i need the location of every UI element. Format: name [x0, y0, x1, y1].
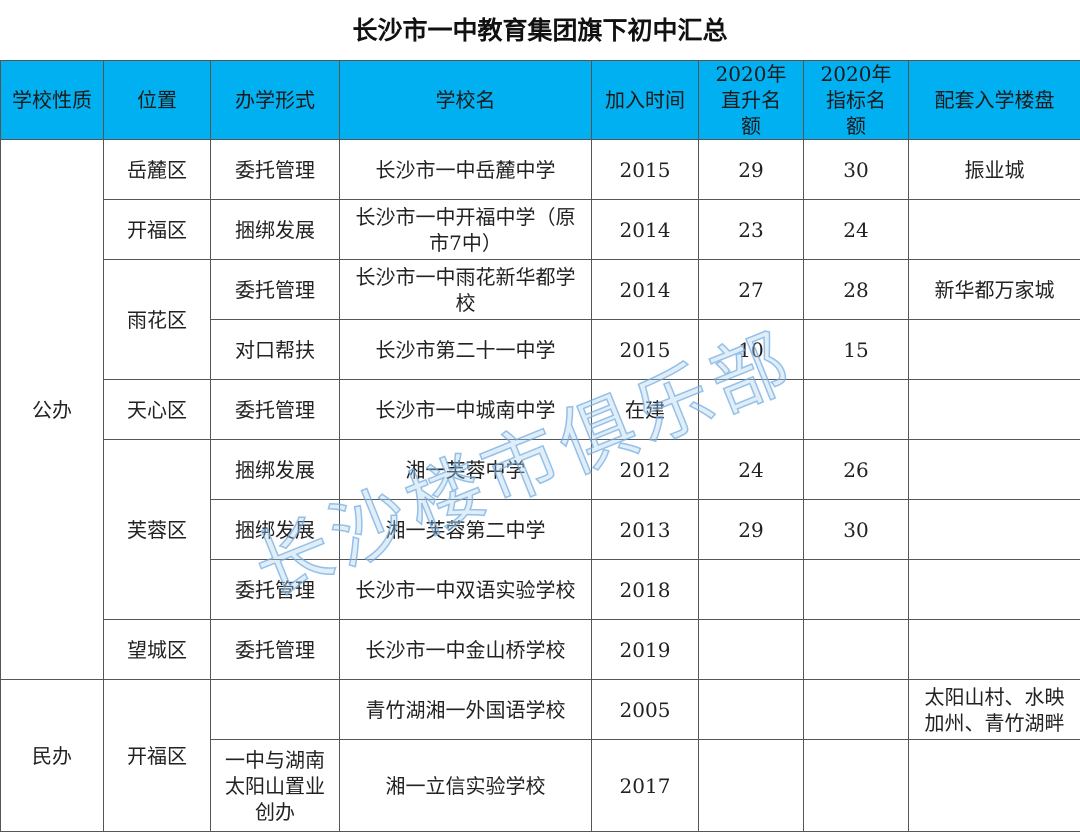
quota-cell	[804, 620, 909, 680]
year-cell: 2013	[592, 500, 699, 560]
header-cell: 位置	[104, 61, 211, 140]
district-cell: 望城区	[104, 620, 211, 680]
estate-cell	[909, 740, 1080, 832]
estate-cell	[909, 560, 1080, 620]
year-cell: 2018	[592, 560, 699, 620]
year-cell: 2014	[592, 260, 699, 320]
form-cell: 一中与湖南太阳山置业创办	[211, 740, 340, 832]
schools-table: 学校性质 位置 办学形式 学校名 加入时间 2020年直升名额 2020年指标名…	[0, 60, 1080, 832]
form-cell: 委托管理	[211, 620, 340, 680]
estate-cell	[909, 380, 1080, 440]
direct-cell: 29	[699, 500, 804, 560]
form-cell: 捆绑发展	[211, 200, 340, 260]
form-cell: 捆绑发展	[211, 440, 340, 500]
district-cell: 雨花区	[104, 260, 211, 380]
school-cell: 长沙市一中岳麓中学	[340, 140, 592, 200]
school-cell: 湘一芙蓉第二中学	[340, 500, 592, 560]
district-cell: 开福区	[104, 680, 211, 832]
header-cell: 学校性质	[1, 61, 104, 140]
quota-cell: 30	[804, 500, 909, 560]
district-cell: 天心区	[104, 380, 211, 440]
school-type-cell: 公办	[1, 140, 104, 680]
direct-cell: 29	[699, 140, 804, 200]
page-title: 长沙市一中教育集团旗下初中汇总	[0, 0, 1080, 60]
form-cell: 委托管理	[211, 140, 340, 200]
year-cell: 2017	[592, 740, 699, 832]
direct-cell: 10	[699, 320, 804, 380]
form-cell: 捆绑发展	[211, 500, 340, 560]
quota-cell	[804, 680, 909, 740]
school-cell: 长沙市一中金山桥学校	[340, 620, 592, 680]
school-cell: 湘一芙蓉中学	[340, 440, 592, 500]
school-cell: 长沙市一中城南中学	[340, 380, 592, 440]
quota-cell: 28	[804, 260, 909, 320]
form-cell: 委托管理	[211, 380, 340, 440]
school-cell: 长沙市一中双语实验学校	[340, 560, 592, 620]
district-cell: 芙蓉区	[104, 440, 211, 620]
header-cell: 2020年指标名额	[804, 61, 909, 140]
school-cell: 长沙市一中开福中学（原市7中）	[340, 200, 592, 260]
year-cell: 2005	[592, 680, 699, 740]
estate-cell: 振业城	[909, 140, 1080, 200]
header-cell: 配套入学楼盘	[909, 61, 1080, 140]
header-row: 学校性质 位置 办学形式 学校名 加入时间 2020年直升名额 2020年指标名…	[1, 61, 1080, 140]
form-cell: 委托管理	[211, 260, 340, 320]
estate-cell	[909, 620, 1080, 680]
school-cell: 青竹湖湘一外国语学校	[340, 680, 592, 740]
school-cell: 湘一立信实验学校	[340, 740, 592, 832]
form-cell: 对口帮扶	[211, 320, 340, 380]
direct-cell	[699, 560, 804, 620]
quota-cell: 15	[804, 320, 909, 380]
year-cell: 2015	[592, 320, 699, 380]
district-cell: 岳麓区	[104, 140, 211, 200]
year-cell: 2014	[592, 200, 699, 260]
estate-cell	[909, 320, 1080, 380]
direct-cell	[699, 620, 804, 680]
direct-cell: 24	[699, 440, 804, 500]
estate-cell	[909, 200, 1080, 260]
form-cell: 委托管理	[211, 560, 340, 620]
header-cell: 2020年直升名额	[699, 61, 804, 140]
school-cell: 长沙市第二十一中学	[340, 320, 592, 380]
header-cell: 办学形式	[211, 61, 340, 140]
header-cell: 加入时间	[592, 61, 699, 140]
quota-cell: 26	[804, 440, 909, 500]
year-cell: 在建	[592, 380, 699, 440]
direct-cell: 27	[699, 260, 804, 320]
quota-cell	[804, 740, 909, 832]
direct-cell	[699, 380, 804, 440]
direct-cell	[699, 680, 804, 740]
direct-cell	[699, 740, 804, 832]
year-cell: 2012	[592, 440, 699, 500]
estate-cell	[909, 500, 1080, 560]
year-cell: 2015	[592, 140, 699, 200]
table-row: 天心区委托管理长沙市一中城南中学在建	[1, 380, 1080, 440]
quota-cell	[804, 560, 909, 620]
quota-cell: 24	[804, 200, 909, 260]
quota-cell	[804, 380, 909, 440]
estate-cell: 新华都万家城	[909, 260, 1080, 320]
estate-cell: 太阳山村、水映加州、青竹湖畔	[909, 680, 1080, 740]
school-type-cell: 民办	[1, 680, 104, 832]
header-cell: 学校名	[340, 61, 592, 140]
year-cell: 2019	[592, 620, 699, 680]
school-cell: 长沙市一中雨花新华都学校	[340, 260, 592, 320]
direct-cell: 23	[699, 200, 804, 260]
quota-cell: 30	[804, 140, 909, 200]
form-cell	[211, 680, 340, 740]
district-cell: 开福区	[104, 200, 211, 260]
estate-cell	[909, 440, 1080, 500]
